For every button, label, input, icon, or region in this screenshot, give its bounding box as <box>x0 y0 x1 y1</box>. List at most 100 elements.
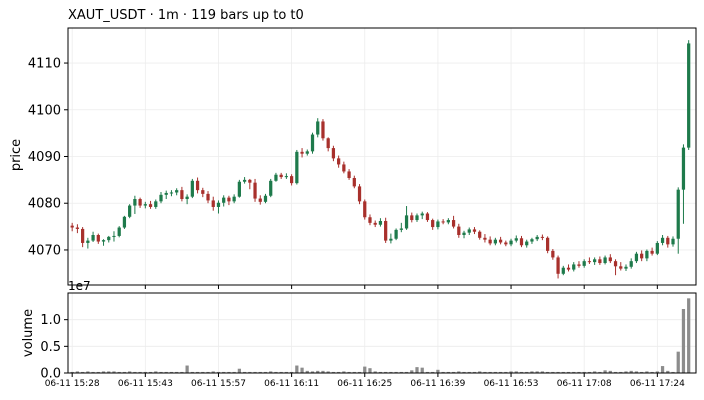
candle-body <box>394 229 398 239</box>
candles <box>70 40 691 279</box>
volume-bar <box>566 371 571 373</box>
volume-bar <box>498 371 503 373</box>
candle-body <box>81 228 85 243</box>
candle-body <box>96 235 100 242</box>
volume-bar <box>572 371 576 373</box>
volume-bar <box>342 371 346 373</box>
price-axis-label: price <box>9 139 24 171</box>
volume-bar <box>462 371 466 373</box>
volume-bar <box>676 351 680 373</box>
candle-body <box>316 121 320 135</box>
volume-bar <box>159 371 163 373</box>
volume-bar <box>75 371 80 373</box>
volume-bars <box>70 298 691 373</box>
volume-bar <box>289 371 294 373</box>
volume-bar <box>410 370 414 373</box>
candle-body <box>566 267 571 270</box>
volume-tick-label: 0.0 <box>40 367 61 382</box>
candle-body <box>159 194 163 202</box>
volume-bar <box>645 371 649 373</box>
volume-bar <box>279 371 283 373</box>
volume-bar <box>248 371 252 373</box>
volume-bar <box>154 371 158 373</box>
candle-body <box>378 220 383 225</box>
candle-body <box>619 266 623 269</box>
volume-bar <box>263 371 268 373</box>
candle-body <box>237 181 241 197</box>
candle-body <box>582 261 586 266</box>
volume-bar <box>577 371 581 373</box>
price-tick-label: 4080 <box>28 197 61 212</box>
x-tick-label: 06-11 17:08 <box>557 379 612 389</box>
volume-bar <box>253 371 257 373</box>
candle-body <box>154 201 158 207</box>
candle-body <box>300 151 304 154</box>
candle-body <box>650 250 654 254</box>
volume-bar <box>300 367 304 373</box>
volume-bar <box>404 371 409 373</box>
volume-bar <box>373 371 377 373</box>
volume-bar <box>242 371 247 373</box>
candle-body <box>666 237 670 245</box>
volume-bar <box>232 371 236 373</box>
price-tick-label: 4100 <box>28 103 61 118</box>
candle-body <box>206 193 210 201</box>
candle-body <box>75 227 80 229</box>
price-x-ticks <box>71 285 658 289</box>
volume-tick-label: 1.0 <box>40 313 61 328</box>
x-tick-label: 06-11 16:11 <box>264 379 319 389</box>
candle-body <box>122 216 127 228</box>
candle-body <box>525 241 529 246</box>
volume-bar <box>175 371 179 373</box>
volume-bar <box>237 368 241 373</box>
price-panel-frame <box>67 27 697 286</box>
candle-body <box>148 204 153 207</box>
volume-bar <box>331 371 336 373</box>
volume-bar <box>112 371 116 373</box>
candle-body <box>107 236 111 241</box>
candle-body <box>284 176 289 178</box>
candle-body <box>608 257 612 262</box>
volume-bar <box>655 371 659 373</box>
volume-tick-label: 0.5 <box>40 340 61 355</box>
volume-bar <box>451 371 456 373</box>
volume-bar <box>467 371 471 373</box>
volume-bar <box>321 370 325 373</box>
candle-body <box>404 215 409 229</box>
candle-body <box>128 205 132 217</box>
candle-body <box>331 148 336 159</box>
volume-bar <box>436 369 440 373</box>
chart-title: XAUT_USDT · 1m · 119 bars up to t0 <box>68 8 304 23</box>
candle-body <box>279 174 283 178</box>
candle-body <box>357 186 362 202</box>
candle-body <box>446 220 450 223</box>
volume-bar <box>671 371 675 373</box>
x-tick-label: 06-11 16:39 <box>410 379 465 389</box>
candle-body <box>133 199 137 206</box>
price-tick-label: 4110 <box>28 57 61 72</box>
candle-body <box>185 196 189 200</box>
candle-body <box>263 195 268 202</box>
candle-body <box>138 199 142 206</box>
volume-bar <box>148 371 153 373</box>
candle-body <box>269 180 273 196</box>
volume-bar <box>70 371 74 373</box>
candle-body <box>143 204 147 206</box>
price-y-axis: 4070 4080 4090 4100 4110 <box>28 57 68 258</box>
candle-body <box>441 221 445 223</box>
candle-body <box>232 196 236 202</box>
candle-body <box>295 151 299 184</box>
volume-bar <box>483 371 487 373</box>
candle-body <box>519 238 524 246</box>
candle-body <box>603 257 607 264</box>
volume-bar <box>472 371 477 373</box>
price-tick-label: 4070 <box>28 243 61 258</box>
candle-body <box>305 151 309 154</box>
candle-body <box>645 250 649 259</box>
candle-body <box>164 192 168 195</box>
candle-body <box>227 197 231 202</box>
volume-bar <box>284 371 289 373</box>
volume-bar <box>493 371 497 373</box>
candle-body <box>671 238 675 245</box>
